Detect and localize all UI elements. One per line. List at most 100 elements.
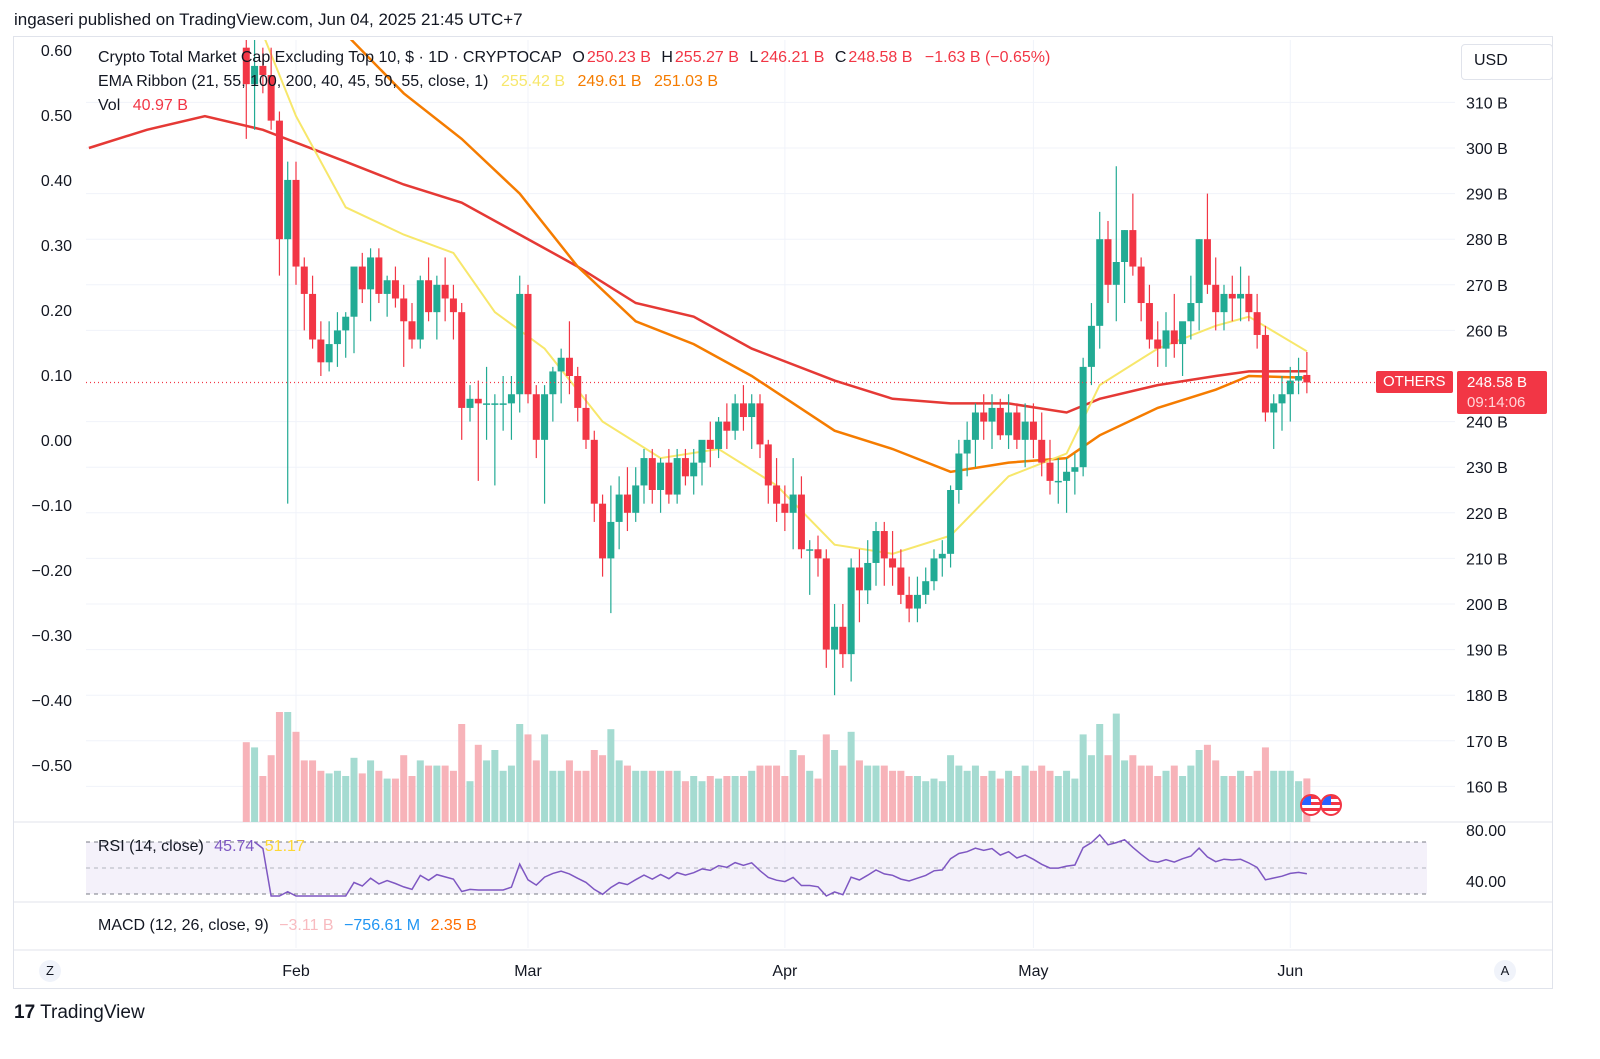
candle <box>425 257 433 322</box>
candle-body <box>1203 239 1211 285</box>
volume-bar <box>1054 776 1062 822</box>
symbol-title: Crypto Total Market Cap Excluding Top 10… <box>98 49 562 66</box>
candle <box>458 303 466 440</box>
candle <box>1237 266 1245 322</box>
candle-body <box>557 357 565 372</box>
volume-bar <box>1228 776 1236 822</box>
volume-bar <box>806 770 814 822</box>
volume-bar <box>342 776 350 822</box>
candle-body <box>317 339 325 363</box>
candle <box>615 476 623 550</box>
rsi-tick-label: 40.00 <box>1466 874 1506 891</box>
close-label: C <box>834 49 847 66</box>
macd-legend: MACD (12, 26, close, 9) −3.11 B −756.61 … <box>98 917 477 935</box>
price-tick-label: 230 B <box>1466 460 1508 477</box>
volume-bar <box>657 770 665 822</box>
volume-bar <box>1046 770 1054 822</box>
price-tick-label: 240 B <box>1466 415 1508 432</box>
volume-bar <box>433 765 441 822</box>
candle <box>789 458 797 550</box>
percent-tick-label: −0.30 <box>32 628 73 645</box>
candle <box>391 266 399 308</box>
publish-note: ingaseri published on TradingView.com, J… <box>14 10 523 29</box>
rsi-ma-value: 51.17 <box>264 838 305 855</box>
time-tick-label: Jun <box>1277 963 1303 980</box>
price-tick-label: 190 B <box>1466 643 1508 660</box>
candle-body <box>507 394 515 404</box>
volume-bar <box>590 750 598 822</box>
currency-selector[interactable]: USD <box>1461 44 1553 80</box>
volume-bar <box>1245 776 1253 822</box>
volume-bar <box>483 760 491 822</box>
volume-bar <box>723 776 731 822</box>
macd-hist-value: −3.11 B <box>279 917 334 934</box>
candle-body <box>1261 334 1269 413</box>
candle-body <box>582 407 590 440</box>
volume-bar <box>880 765 888 822</box>
candle <box>971 403 979 468</box>
volume-bar <box>1203 744 1211 822</box>
volume-bar <box>905 776 913 822</box>
candle-body <box>698 439 706 463</box>
auto-scale-button[interactable]: A <box>1494 960 1516 982</box>
candle-body <box>1046 462 1054 481</box>
volume-bar <box>773 765 781 822</box>
rsi-tick-label: 80.00 <box>1466 823 1506 840</box>
volume-bar <box>781 776 789 822</box>
volume-bar <box>541 734 549 822</box>
candle <box>806 540 814 595</box>
bar-countdown: 09:14:06 <box>1467 394 1526 411</box>
candle <box>251 40 259 130</box>
volume-bar <box>300 760 308 822</box>
percent-tick-label: −0.10 <box>32 498 73 515</box>
candle <box>756 394 764 459</box>
candle-body <box>855 567 863 591</box>
time-tick-label: Mar <box>514 963 542 980</box>
us-flag-event-icon[interactable] <box>1300 794 1322 816</box>
candle-body <box>839 626 847 655</box>
candle-body <box>458 312 466 408</box>
candle-body <box>922 581 930 595</box>
candle-body <box>963 439 971 454</box>
volume-bar <box>698 781 706 822</box>
candle-body <box>822 558 830 650</box>
volume-bar <box>963 770 971 822</box>
candle-body <box>673 458 681 495</box>
candle <box>1021 403 1029 468</box>
volume-bar <box>947 755 955 822</box>
zoom-reset-button[interactable]: Z <box>39 960 61 982</box>
volume-bar <box>1261 747 1269 822</box>
volume-bar <box>242 742 250 822</box>
candle-body <box>1087 325 1095 367</box>
volume-bar <box>1179 776 1187 822</box>
candle-body <box>706 439 714 449</box>
candle <box>284 161 292 504</box>
candle <box>839 604 847 668</box>
volume-bar <box>1154 776 1162 822</box>
candle-body <box>309 293 317 340</box>
volume-bar <box>1162 770 1170 822</box>
candle-body <box>955 453 963 490</box>
candle <box>905 576 913 623</box>
candle-body <box>1187 303 1195 322</box>
volume-bar <box>1170 765 1178 822</box>
candle <box>963 421 971 477</box>
candle <box>1063 458 1071 513</box>
volume-bar <box>1195 750 1203 822</box>
ema-slow-line <box>88 114 1307 414</box>
us-flag-event-icon[interactable] <box>1320 794 1342 816</box>
candle <box>375 248 383 304</box>
volume-bar <box>988 770 996 822</box>
volume-bar <box>466 781 474 822</box>
candle-body <box>1270 403 1278 413</box>
volume-bar <box>1286 770 1294 822</box>
candle-body <box>333 330 341 345</box>
candle-body <box>789 494 797 513</box>
candle-body <box>1162 330 1170 349</box>
macd-signal-value: 2.35 B <box>430 917 477 934</box>
candle-body <box>1104 239 1112 285</box>
candle-body <box>930 558 938 582</box>
high-value: 255.27 B <box>674 49 739 66</box>
percent-tick-label: 0.10 <box>41 368 72 385</box>
